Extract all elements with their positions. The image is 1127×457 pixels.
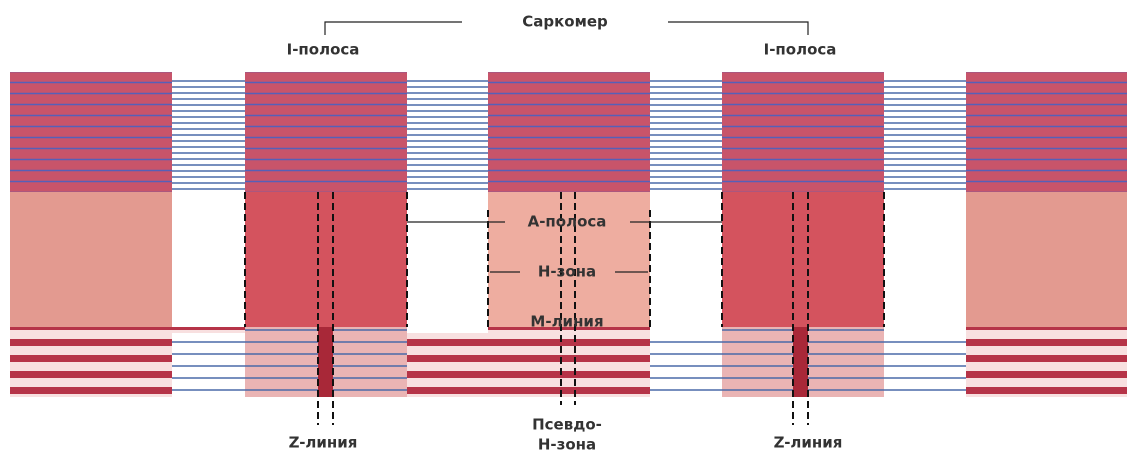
z-line-label: Z-линия <box>289 434 358 452</box>
z-line-label: Z-линия <box>774 434 843 452</box>
i-band-label: I-полоса <box>764 41 837 59</box>
middle-band <box>10 192 1127 327</box>
bottom-band <box>10 327 1127 397</box>
dashed-guides <box>244 192 885 425</box>
sarcomere-label: Саркомер <box>522 13 608 31</box>
top-band <box>10 72 1127 192</box>
i-band-label: I-полоса <box>287 41 360 59</box>
pseudo-h-zone-label: Н-зона <box>538 436 596 454</box>
h-zone-label: Н-зона <box>538 263 596 281</box>
m-line-label: М-линия <box>530 313 603 331</box>
a-band-label: А-полоса <box>528 213 607 231</box>
pseudo-h-zone-label: Псевдо- <box>532 416 602 434</box>
leader-lines <box>324 21 809 273</box>
